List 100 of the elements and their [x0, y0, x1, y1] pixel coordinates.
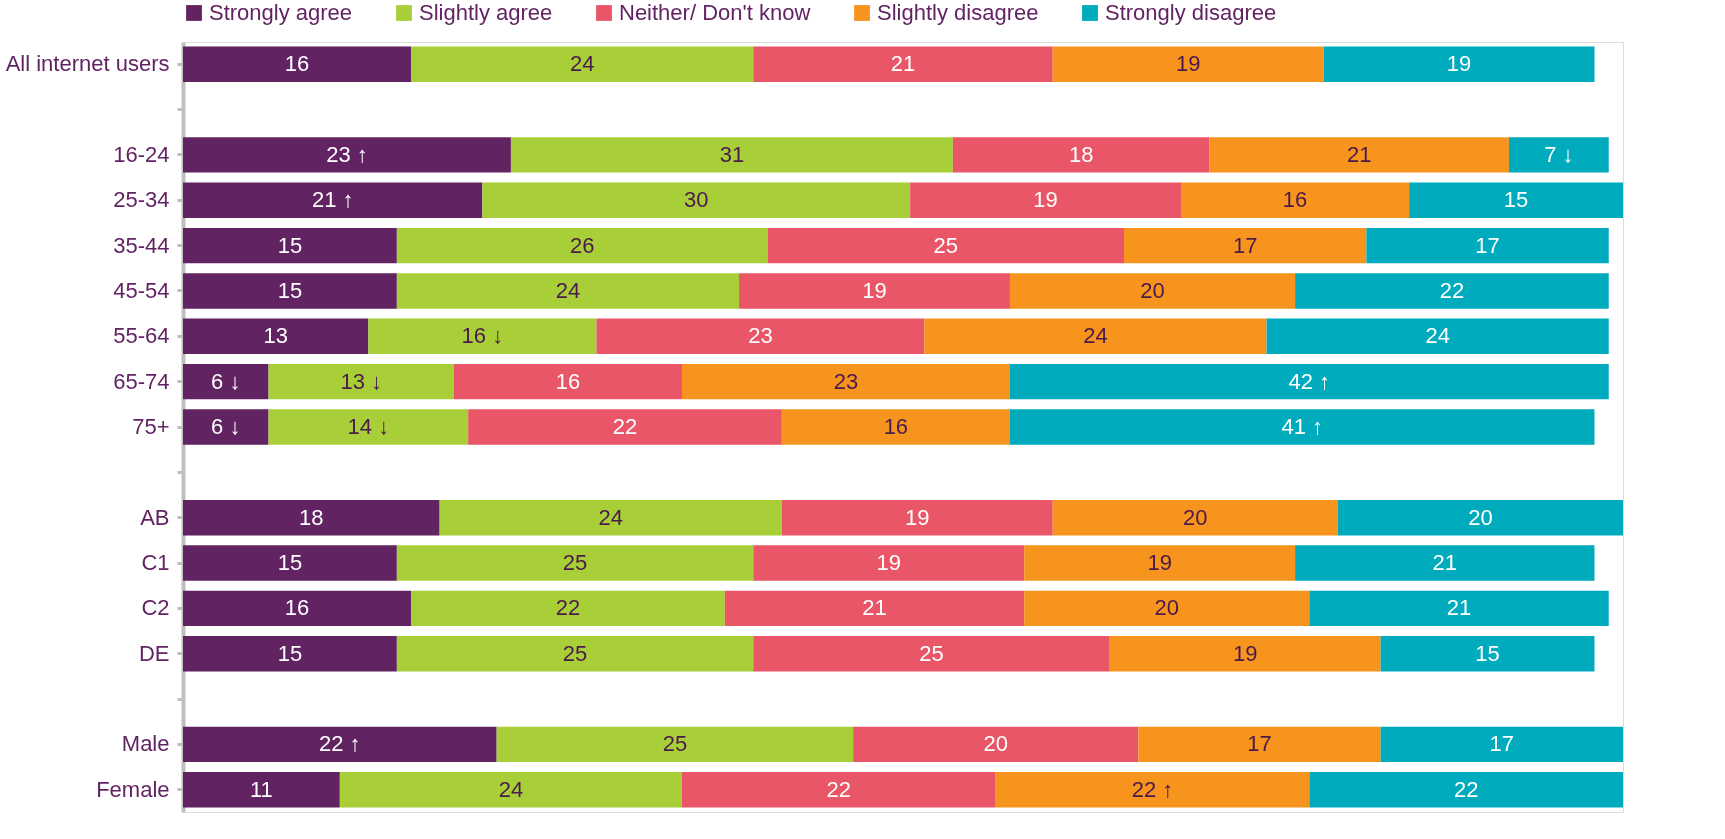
bar — [1409, 182, 1623, 218]
data-label: 15 — [277, 232, 303, 258]
bar — [396, 273, 740, 309]
bar — [924, 318, 1267, 354]
bar — [1366, 227, 1609, 264]
bar — [1209, 137, 1509, 173]
bar — [268, 363, 454, 400]
data-label: 17 — [1489, 731, 1515, 757]
data-label: 15 — [277, 640, 303, 666]
data-label: 15 — [277, 277, 303, 303]
y-tick-label: C1 — [141, 550, 170, 576]
bar — [1109, 636, 1381, 672]
data-label: 16 ↓ — [461, 323, 504, 349]
bar — [1138, 726, 1381, 763]
bar — [183, 273, 397, 309]
y-tick-label: Male — [121, 731, 170, 757]
data-label: 19 — [876, 550, 901, 576]
data-label: 23 ↑ — [326, 141, 368, 167]
bar — [724, 590, 1025, 627]
bar — [183, 772, 340, 808]
data-label: 41 ↑ — [1281, 414, 1323, 439]
bar — [1508, 137, 1609, 173]
data-label: 19 — [1446, 51, 1472, 77]
bar — [183, 500, 440, 536]
bar — [1337, 500, 1623, 536]
bar — [1295, 545, 1595, 581]
data-label: 7 ↓ — [1544, 141, 1574, 167]
data-label: 19 — [1033, 187, 1058, 213]
legend-label: Neither/ Don't know — [619, 0, 811, 25]
data-label: 19 — [1175, 51, 1201, 77]
data-label: 25 — [562, 640, 588, 666]
bar — [183, 726, 497, 763]
bar — [1380, 636, 1595, 672]
y-tick-label: Female — [96, 776, 170, 802]
data-label: 11 — [249, 776, 273, 802]
bar — [396, 636, 754, 672]
data-label: 22 — [555, 595, 581, 621]
data-label: 16 — [1282, 187, 1308, 213]
bar — [510, 137, 953, 173]
data-label: 24 — [1425, 323, 1450, 349]
data-label: 21 — [1347, 141, 1372, 167]
data-label: 22 ↑ — [1131, 776, 1174, 802]
data-label: 25 — [933, 232, 959, 258]
bar — [496, 726, 854, 763]
data-label: 18 — [1068, 141, 1094, 167]
bar — [910, 182, 1182, 218]
bar — [781, 500, 1053, 536]
bar — [468, 409, 782, 445]
data-label: 24 — [1083, 323, 1108, 349]
bar — [753, 545, 1025, 581]
bar — [739, 273, 1010, 309]
data-label: 22 — [1453, 776, 1479, 802]
data-label: 22 — [612, 414, 638, 439]
data-label: 16 — [284, 595, 310, 621]
bar — [1009, 363, 1609, 400]
bar — [1052, 500, 1338, 536]
bar — [753, 636, 1110, 672]
bar — [183, 46, 412, 82]
bar — [1009, 273, 1296, 309]
bar — [1380, 726, 1623, 763]
bar — [183, 409, 269, 445]
bar — [1009, 409, 1595, 445]
data-label: 13 ↓ — [340, 368, 383, 394]
data-label: 21 — [1446, 595, 1472, 621]
bar — [682, 772, 996, 808]
bar — [183, 182, 483, 218]
y-tick-label: 16-24 — [113, 141, 170, 167]
bar — [1266, 318, 1609, 354]
bar — [339, 772, 683, 808]
bar — [853, 726, 1139, 763]
bar — [396, 545, 754, 581]
bar — [183, 590, 412, 627]
y-tick-label: 25-34 — [113, 187, 170, 213]
data-label: 16 — [883, 414, 909, 439]
data-label: 21 — [862, 595, 887, 621]
bar — [1323, 46, 1595, 82]
data-label: 22 — [1439, 277, 1465, 303]
data-label: 26 — [569, 232, 595, 258]
data-label: 25 — [919, 640, 944, 666]
data-label: 23 — [833, 368, 859, 394]
bar — [183, 227, 397, 264]
bar — [1309, 772, 1623, 808]
data-label: 25 — [562, 550, 588, 576]
y-tick-label: 45-54 — [113, 277, 170, 303]
data-label: 21 — [1432, 550, 1458, 576]
data-label: 6 ↓ — [211, 414, 241, 439]
data-label: 21 — [890, 51, 916, 77]
legend-label: Slightly agree — [419, 0, 553, 25]
data-label: 22 ↑ — [319, 731, 361, 757]
bar — [396, 227, 768, 264]
data-label: 15 — [1475, 640, 1500, 666]
bar — [268, 409, 469, 445]
bar — [453, 363, 683, 400]
data-label: 15 — [277, 550, 303, 576]
legend-label: Strongly disagree — [1105, 0, 1277, 25]
data-label: 20 — [1154, 595, 1179, 621]
data-label: 22 — [826, 776, 852, 802]
bar — [952, 137, 1210, 173]
y-tick-label: All internet users — [5, 51, 170, 77]
data-label: 24 — [555, 277, 581, 303]
